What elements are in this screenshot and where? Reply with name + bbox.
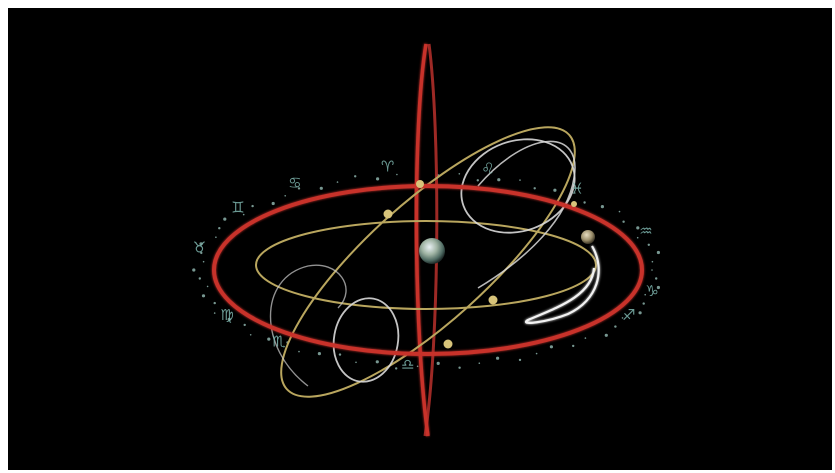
star-dot [458,366,461,369]
star-dot [223,217,227,221]
star-dot [227,317,231,321]
zodiac-glyph: ♏ [272,333,286,351]
star-dot [200,251,203,255]
star-dot [636,236,639,239]
white-orbit-arc [477,140,576,289]
star-dot [604,333,608,337]
star-dot [496,356,500,360]
axis-ring-front [414,43,430,437]
star-dot [600,205,605,209]
star-dot [201,294,206,298]
zodiac-glyph: ♋ [288,174,301,192]
ecliptic-star-dots [192,169,661,370]
star-dot [338,353,342,356]
star-dot [198,277,201,280]
star-dot [354,175,357,178]
node-point [416,180,424,188]
star-dot [213,312,216,314]
star-dot [202,260,205,263]
star-dot [213,301,216,305]
star-dot [192,268,196,272]
star-dot [206,285,209,288]
planet-sphere-icon [581,230,595,244]
star-dot [553,188,557,192]
node-point [571,201,577,207]
star-dot [336,181,339,183]
star-dot [519,179,521,181]
star-dot [242,213,245,216]
ecliptic-ring [212,184,644,356]
zodiac-glyph: ♉ [193,239,206,257]
star-dot [199,242,203,246]
star-dot [284,195,287,197]
star-dot [416,365,419,368]
star-dot [215,236,217,238]
star-dot [618,210,621,213]
star-dot [584,337,587,339]
star-dot [376,177,380,181]
star-dot [476,179,479,182]
node-point [488,295,498,305]
axis-ring-back [423,43,439,437]
star-dot [458,173,461,175]
zodiac-glyph: ♌ [481,159,494,177]
star-dot [622,220,625,223]
star-dot [478,362,481,365]
celestial-sphere-scene: ♈ ♋ ♊ ♉ ♍ ♎ ♏ ♐ ♑ ♒ ♓ ♌ [192,43,661,437]
star-dot [651,269,653,271]
star-dot [644,293,646,296]
zodiac-glyph: ♑ [645,282,658,300]
star-dot [218,227,221,230]
star-dot [621,317,624,319]
star-dot [243,323,246,327]
star-dot [355,361,357,364]
node-point [383,209,393,219]
star-dot [642,302,645,305]
zodiac-glyph: ♈ [381,158,394,176]
star-dot [533,187,536,190]
zodiac-glyph: ♎ [401,356,414,374]
epicycle-trail-left [269,264,347,387]
star-dot [497,178,501,182]
star-dot [574,192,576,194]
star-dot [251,204,254,208]
star-dot [249,334,252,336]
star-dot [317,352,321,356]
star-dot [518,358,522,362]
star-dot [395,367,398,370]
epicycle-loop-lower [332,297,400,383]
star-dot [614,325,617,328]
star-dot [583,201,586,204]
star-dot [375,360,379,364]
star-dot [647,243,650,246]
earth-globe-icon [419,238,445,264]
star-dot [535,352,538,355]
planet-retrograde-trail [524,245,600,324]
star-dot [651,260,654,263]
zodiac-glyph: ♓ [570,179,583,197]
star-dot [396,173,398,176]
star-dot [298,350,300,353]
epicycle-loop-upper [460,138,576,234]
star-dot [549,345,554,349]
node-point [443,339,453,349]
video-frame: ♈ ♋ ♊ ♉ ♍ ♎ ♏ ♐ ♑ ♒ ♓ ♌ [8,8,832,470]
star-dot [572,344,575,348]
zodiac-glyphs: ♈ ♋ ♊ ♉ ♍ ♎ ♏ ♐ ♑ ♒ ♓ ♌ [193,158,659,374]
star-dot [297,187,301,190]
star-dot [636,226,640,230]
star-dot [655,277,658,280]
star-dot [271,201,275,206]
star-dot [638,311,642,315]
celestial-equator-orbit [255,220,597,310]
zodiac-glyph: ♊ [231,199,244,217]
star-dot [267,337,271,341]
zodiac-glyph: ♒ [639,222,652,240]
star-dot [319,186,323,190]
star-dot [656,250,661,255]
zodiac-glyph: ♐ [622,306,635,324]
star-dot [656,285,661,290]
zodiac-glyph: ♍ [220,306,233,324]
star-dot [436,361,440,365]
